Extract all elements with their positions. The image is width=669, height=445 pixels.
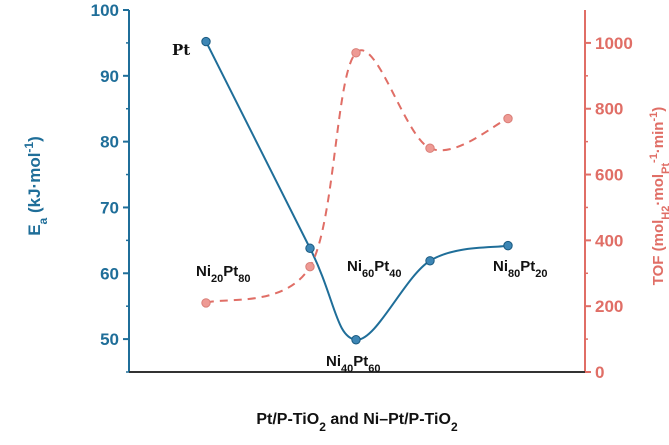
right-tick-label: 1000 — [595, 34, 633, 53]
point-label-Pt: Pt — [172, 41, 190, 59]
ea-point-4 — [503, 240, 513, 251]
tof-series-line — [205, 49, 509, 304]
tof-point-1 — [305, 261, 315, 272]
series-layer — [201, 36, 513, 345]
ea-point-1 — [305, 243, 315, 253]
right-tick-label: 400 — [595, 231, 623, 250]
point-labels: Pt Ni20Pt80 Ni40Pt60 Ni60Pt40 Ni80Pt20 — [172, 41, 548, 375]
right-tick-label: 600 — [595, 166, 623, 185]
left-tick-label: 100 — [91, 1, 119, 20]
x-axis-label: Pt/P-TiO2 and Ni–Pt/P-TiO2 — [256, 411, 458, 434]
left-y-axis: 50 60 70 80 90 100 — [91, 1, 130, 373]
ea-point-0 — [201, 36, 211, 47]
right-tick-label: 0 — [595, 363, 604, 382]
left-y-axis-label: Ea (kJ·mol-1) — [22, 136, 50, 236]
ea-point-2 — [351, 335, 361, 345]
tof-point-4 — [503, 113, 513, 124]
point-label-Ni60Pt40: Ni60Pt40 — [347, 258, 402, 280]
right-tick-label: 800 — [595, 100, 623, 119]
tof-point-3 — [425, 143, 435, 153]
ea-series-line — [205, 41, 509, 341]
left-tick-label: 90 — [100, 67, 119, 86]
right-y-axis-label: TOF (molH2·molPt-1·min-1) — [648, 107, 669, 286]
tof-point-2 — [351, 48, 361, 58]
point-label-Ni40Pt60: Ni40Pt60 — [326, 353, 381, 375]
left-tick-label: 80 — [100, 133, 119, 152]
left-tick-label: 60 — [100, 264, 119, 283]
left-tick-label: 70 — [100, 198, 119, 217]
point-label-Ni20Pt80: Ni20Pt80 — [196, 263, 251, 285]
right-tick-label: 200 — [595, 297, 623, 316]
tof-point-0 — [201, 298, 211, 308]
ea-point-3 — [425, 256, 435, 266]
point-label-Ni80Pt20: Ni80Pt20 — [493, 258, 548, 280]
left-tick-label: 50 — [100, 330, 119, 349]
right-y-axis: 0 200 400 600 800 1000 — [584, 10, 633, 382]
